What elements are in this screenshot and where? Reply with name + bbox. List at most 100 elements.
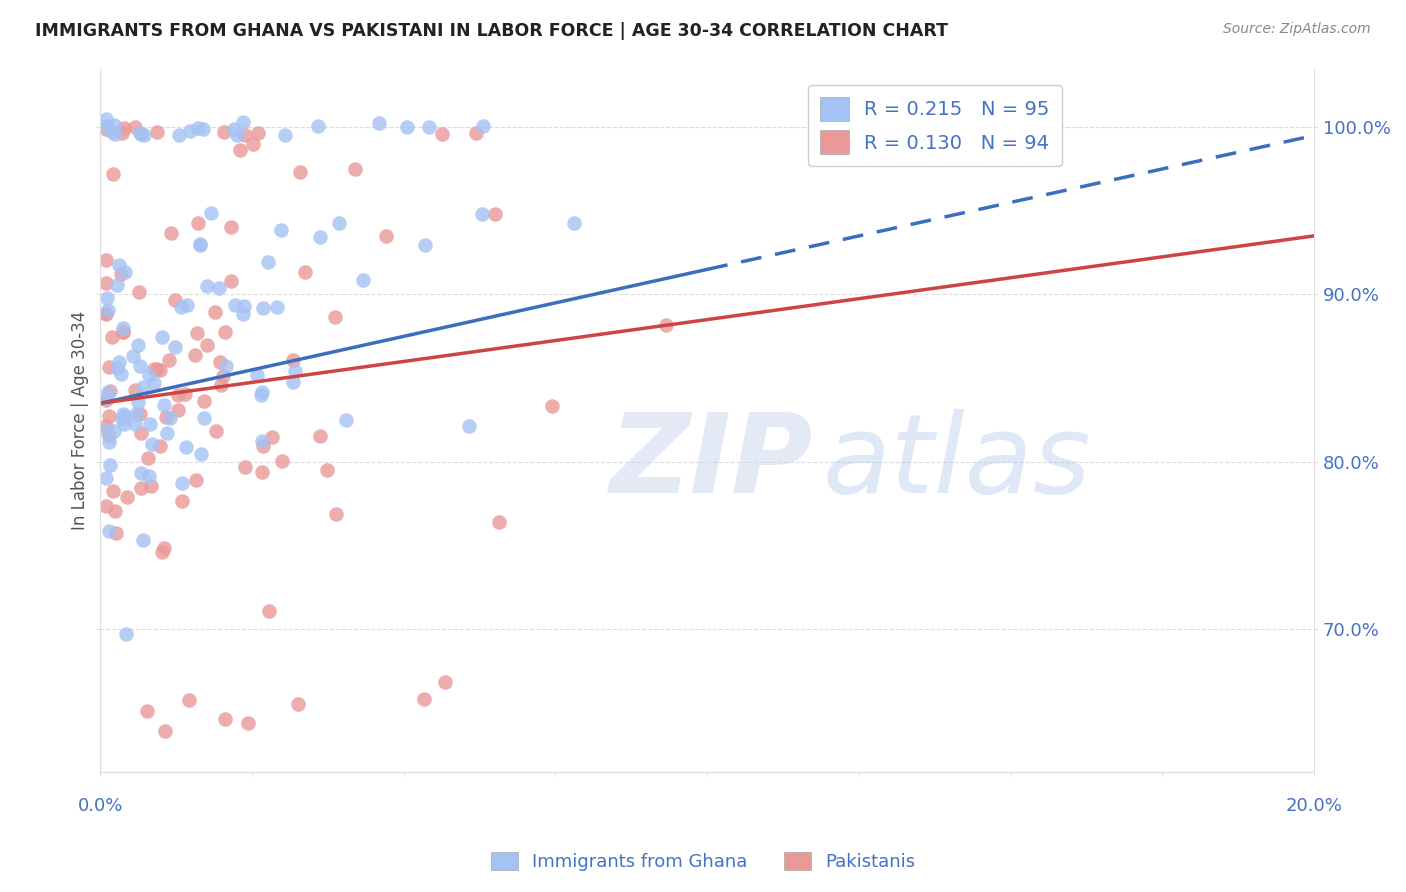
Point xyxy=(96,122,118,136)
Point xyxy=(195,338,218,352)
Point xyxy=(108,258,131,272)
Point xyxy=(129,481,152,495)
Point xyxy=(172,494,194,508)
Point xyxy=(284,364,307,378)
Point xyxy=(257,254,280,268)
Point xyxy=(125,407,148,421)
Point xyxy=(344,161,367,176)
Point xyxy=(212,125,235,139)
Point xyxy=(96,423,118,437)
Point xyxy=(208,281,231,295)
Point xyxy=(138,468,160,483)
Point xyxy=(152,398,174,412)
Point xyxy=(100,125,122,139)
Point xyxy=(98,384,121,399)
Point xyxy=(187,216,209,230)
Point xyxy=(103,118,125,132)
Point xyxy=(96,112,118,126)
Point xyxy=(96,392,118,407)
Point xyxy=(352,273,374,287)
Point xyxy=(163,293,186,307)
Point xyxy=(281,376,304,390)
Point xyxy=(170,475,193,490)
Point xyxy=(143,376,166,390)
Point xyxy=(188,236,211,251)
Point xyxy=(156,426,179,441)
Point xyxy=(309,230,332,244)
Point xyxy=(96,291,118,305)
Point xyxy=(98,409,121,424)
Point xyxy=(105,360,128,375)
Point xyxy=(236,716,259,731)
Point xyxy=(96,500,118,514)
Point xyxy=(129,466,152,480)
Point xyxy=(174,441,197,455)
Point xyxy=(96,253,118,268)
Point xyxy=(146,125,169,139)
Point xyxy=(167,128,190,142)
Point xyxy=(233,459,256,474)
Point xyxy=(288,164,311,178)
Point xyxy=(328,216,350,230)
Point xyxy=(132,380,155,394)
Point xyxy=(250,385,273,400)
Point xyxy=(395,120,418,134)
Point xyxy=(209,378,232,392)
Point xyxy=(654,318,676,332)
Point xyxy=(127,395,149,409)
Point xyxy=(294,265,316,279)
Point xyxy=(229,143,252,157)
Point xyxy=(129,127,152,141)
Point xyxy=(141,437,163,451)
Point xyxy=(167,387,190,401)
Point xyxy=(96,119,118,133)
Point xyxy=(111,407,134,421)
Point xyxy=(96,471,118,485)
Point xyxy=(252,439,274,453)
Point xyxy=(111,126,134,140)
Point xyxy=(471,207,494,221)
Legend: Immigrants from Ghana, Pakistanis: Immigrants from Ghana, Pakistanis xyxy=(484,845,922,879)
Point xyxy=(250,434,273,448)
Point xyxy=(274,128,297,142)
Point xyxy=(153,541,176,555)
Point xyxy=(163,340,186,354)
Point xyxy=(413,691,436,706)
Point xyxy=(190,447,212,461)
Point xyxy=(177,693,200,707)
Point xyxy=(315,463,337,477)
Point xyxy=(287,697,309,711)
Point xyxy=(224,122,246,136)
Legend: R = 0.215   N = 95, R = 0.130   N = 94: R = 0.215 N = 95, R = 0.130 N = 94 xyxy=(808,86,1062,166)
Y-axis label: In Labor Force | Age 30-34: In Labor Force | Age 30-34 xyxy=(72,310,89,530)
Point xyxy=(96,307,118,321)
Point xyxy=(97,384,120,399)
Point xyxy=(149,363,172,377)
Point xyxy=(114,409,136,424)
Point xyxy=(541,399,564,413)
Point xyxy=(242,136,264,151)
Point xyxy=(136,704,159,718)
Point xyxy=(146,362,169,376)
Point xyxy=(159,226,181,240)
Point xyxy=(110,368,132,382)
Point xyxy=(112,325,135,339)
Point xyxy=(262,430,284,444)
Point xyxy=(96,306,118,320)
Point xyxy=(457,418,479,433)
Point xyxy=(418,120,440,134)
Point xyxy=(132,533,155,547)
Point xyxy=(219,220,242,235)
Point xyxy=(159,411,181,425)
Point xyxy=(257,604,280,618)
Point xyxy=(112,417,135,431)
Point xyxy=(335,413,357,427)
Point xyxy=(104,504,127,518)
Point xyxy=(250,388,273,402)
Point xyxy=(465,126,488,140)
Point xyxy=(136,451,159,466)
Point xyxy=(246,126,269,140)
Text: Source: ZipAtlas.com: Source: ZipAtlas.com xyxy=(1223,22,1371,37)
Point xyxy=(367,115,389,129)
Point xyxy=(266,301,288,315)
